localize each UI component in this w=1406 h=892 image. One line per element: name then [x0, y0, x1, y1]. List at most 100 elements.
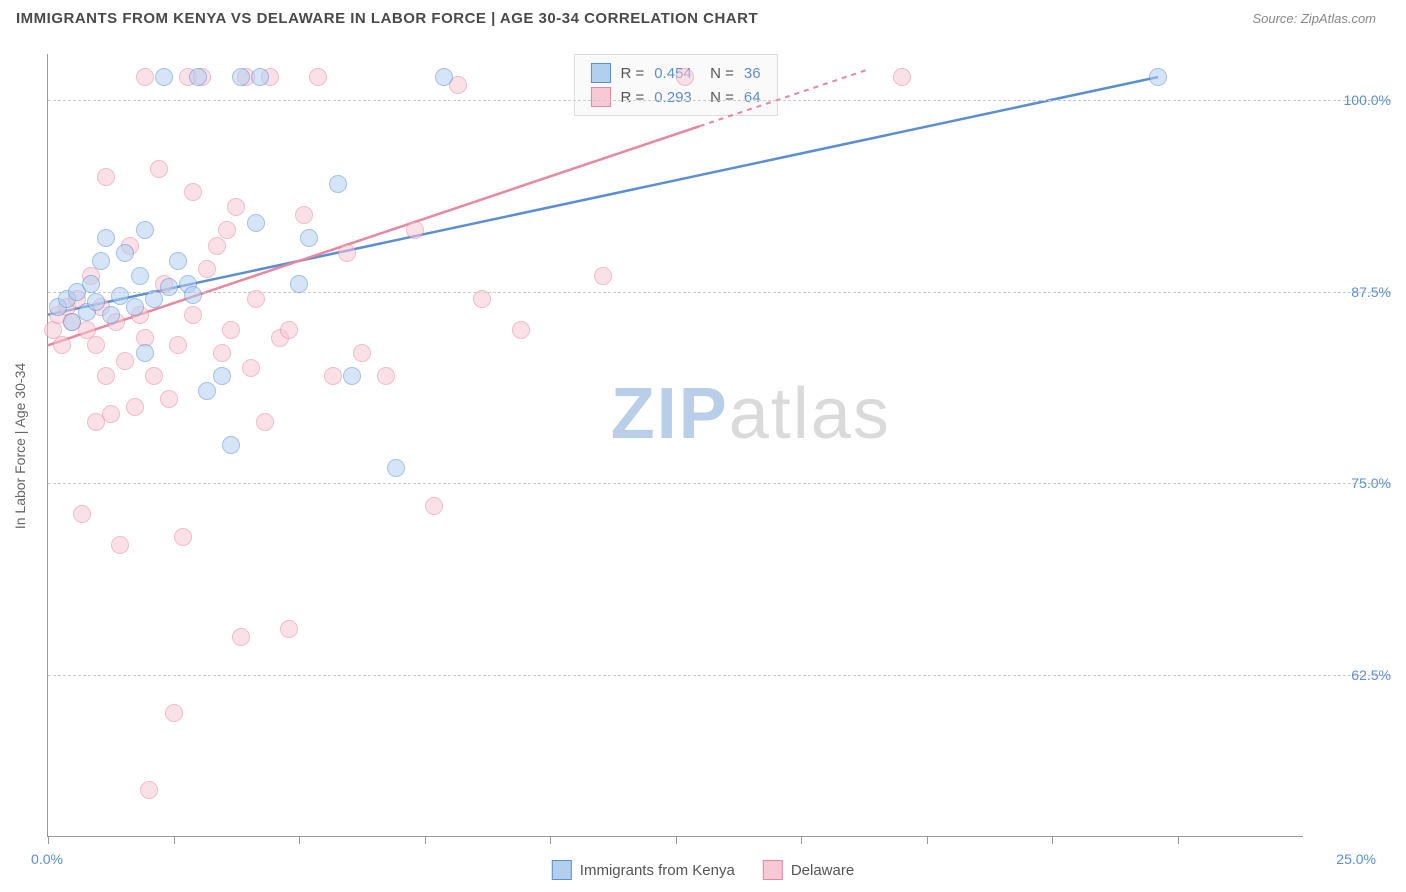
- data-point: [300, 229, 318, 247]
- data-point: [893, 68, 911, 86]
- data-point: [377, 367, 395, 385]
- data-point: [198, 260, 216, 278]
- data-point: [136, 344, 154, 362]
- data-point: [136, 68, 154, 86]
- data-point: [295, 206, 313, 224]
- chart-title: IMMIGRANTS FROM KENYA VS DELAWARE IN LAB…: [16, 10, 758, 27]
- legend-row: R = 0.454 N = 36: [590, 61, 760, 85]
- x-tick: [1052, 836, 1053, 844]
- data-point: [116, 244, 134, 262]
- data-point: [473, 290, 491, 308]
- data-point: [97, 229, 115, 247]
- legend-item: Immigrants from Kenya: [552, 860, 735, 880]
- data-point: [280, 620, 298, 638]
- watermark-zip: ZIP: [611, 374, 729, 454]
- data-point: [97, 168, 115, 186]
- data-point: [131, 267, 149, 285]
- data-point: [280, 321, 298, 339]
- legend-r-label: R =: [620, 89, 644, 106]
- gridline: [48, 675, 1391, 676]
- legend-n-label: N =: [702, 89, 734, 106]
- data-point: [145, 290, 163, 308]
- data-point: [155, 68, 173, 86]
- x-tick: [927, 836, 928, 844]
- x-tick: [48, 836, 49, 844]
- data-point: [512, 321, 530, 339]
- data-point: [676, 68, 694, 86]
- correlation-legend: R = 0.454 N = 36 R = 0.293 N = 64: [573, 54, 777, 116]
- series-legend: Immigrants from Kenya Delaware: [552, 860, 854, 880]
- x-axis-end-label: 25.0%: [1336, 851, 1376, 867]
- x-tick: [299, 836, 300, 844]
- data-point: [406, 221, 424, 239]
- data-point: [338, 244, 356, 262]
- legend-item: Delaware: [763, 860, 854, 880]
- data-point: [353, 344, 371, 362]
- y-tick-label: 62.5%: [1311, 667, 1391, 683]
- legend-row: R = 0.293 N = 64: [590, 85, 760, 109]
- legend-r-value: 0.293: [654, 89, 692, 106]
- data-point: [387, 459, 405, 477]
- data-point: [232, 68, 250, 86]
- y-tick-label: 75.0%: [1311, 475, 1391, 491]
- data-point: [165, 704, 183, 722]
- legend-swatch: [552, 860, 572, 880]
- x-tick: [676, 836, 677, 844]
- data-point: [324, 367, 342, 385]
- data-point: [160, 390, 178, 408]
- data-point: [425, 497, 443, 515]
- data-point: [242, 359, 260, 377]
- data-point: [247, 290, 265, 308]
- data-point: [126, 398, 144, 416]
- data-point: [97, 367, 115, 385]
- data-point: [160, 278, 178, 296]
- data-point: [184, 286, 202, 304]
- data-point: [102, 405, 120, 423]
- data-point: [343, 367, 361, 385]
- x-tick: [1178, 836, 1179, 844]
- legend-label: Immigrants from Kenya: [580, 862, 735, 879]
- data-point: [184, 306, 202, 324]
- legend-n-value: 64: [744, 89, 761, 106]
- data-point: [232, 628, 250, 646]
- chart-source: Source: ZipAtlas.com: [1252, 11, 1376, 26]
- chart-canvas: ZIPatlas R = 0.454 N = 36 R = 0.293 N = …: [48, 54, 1303, 836]
- data-point: [82, 275, 100, 293]
- data-point: [1149, 68, 1167, 86]
- chart-plot-area: ZIPatlas R = 0.454 N = 36 R = 0.293 N = …: [47, 54, 1303, 837]
- data-point: [213, 367, 231, 385]
- legend-label: Delaware: [791, 862, 854, 879]
- gridline: [48, 483, 1391, 484]
- data-point: [222, 436, 240, 454]
- x-tick: [801, 836, 802, 844]
- data-point: [145, 367, 163, 385]
- data-point: [208, 237, 226, 255]
- data-point: [309, 68, 327, 86]
- data-point: [92, 252, 110, 270]
- data-point: [140, 781, 158, 799]
- data-point: [594, 267, 612, 285]
- data-point: [435, 68, 453, 86]
- legend-n-label: N =: [702, 65, 734, 82]
- data-point: [169, 252, 187, 270]
- data-point: [213, 344, 231, 362]
- data-point: [218, 221, 236, 239]
- y-axis-label: In Labor Force | Age 30-34: [12, 363, 28, 529]
- data-point: [53, 336, 71, 354]
- legend-swatch: [590, 63, 610, 83]
- x-tick: [550, 836, 551, 844]
- data-point: [73, 505, 91, 523]
- data-point: [198, 382, 216, 400]
- data-point: [247, 214, 265, 232]
- data-point: [87, 336, 105, 354]
- data-point: [116, 352, 134, 370]
- chart-header: IMMIGRANTS FROM KENYA VS DELAWARE IN LAB…: [0, 0, 1406, 33]
- data-point: [174, 528, 192, 546]
- data-point: [189, 68, 207, 86]
- y-tick-label: 100.0%: [1311, 92, 1391, 108]
- data-point: [126, 298, 144, 316]
- data-point: [111, 536, 129, 554]
- y-tick-label: 87.5%: [1311, 284, 1391, 300]
- data-point: [136, 221, 154, 239]
- gridline: [48, 100, 1391, 101]
